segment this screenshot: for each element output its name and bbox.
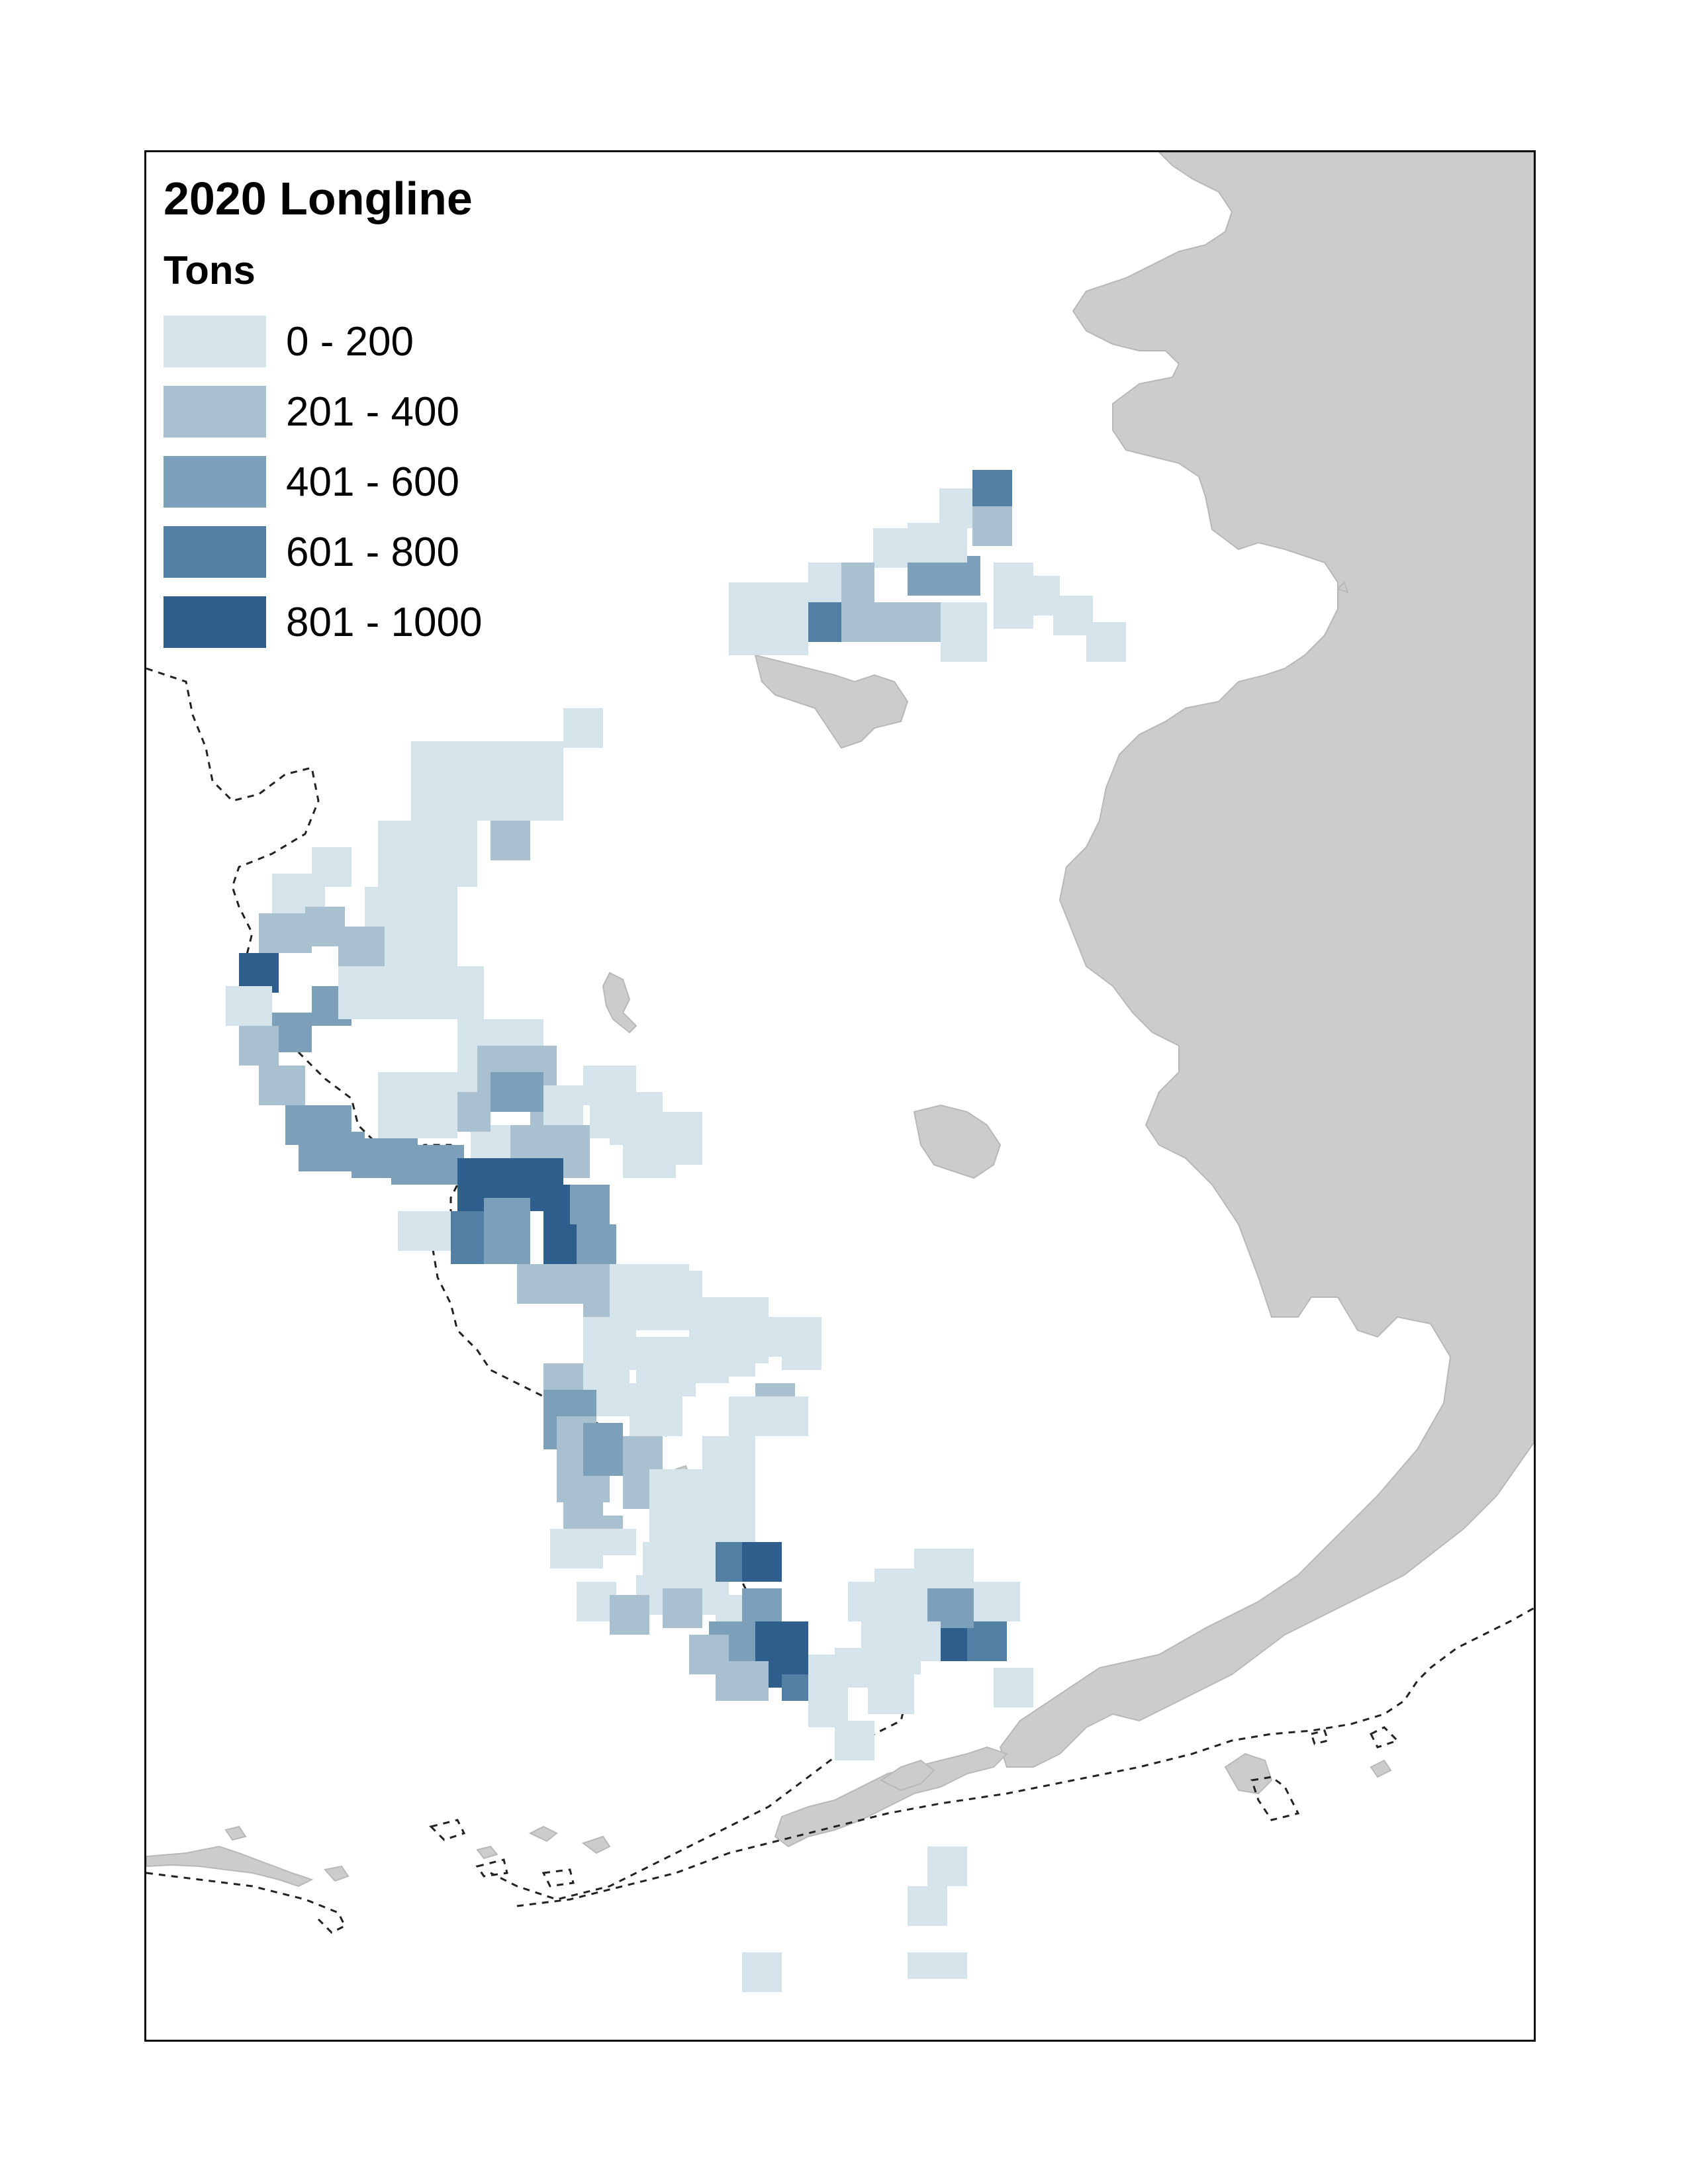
boundary-line-south — [516, 1607, 1534, 1907]
catch-cell — [411, 741, 563, 821]
catch-cell — [702, 1436, 755, 1476]
catch-cell — [259, 1066, 305, 1105]
legend-item: 601 - 800 — [164, 517, 482, 587]
catch-cell — [583, 1317, 636, 1370]
aleutian-west — [146, 1845, 314, 1888]
catch-cell — [398, 1211, 451, 1251]
kodiak-island — [1224, 1752, 1273, 1795]
legend-item: 401 - 600 — [164, 447, 482, 517]
nunivak-island — [913, 1104, 1002, 1179]
catch-cell — [972, 470, 1012, 510]
catch-cell — [577, 1224, 616, 1264]
aleutian-central-3 — [476, 1845, 498, 1860]
legend-item: 201 - 400 — [164, 377, 482, 447]
aleutian-east — [774, 1746, 1008, 1848]
catch-cell — [972, 506, 1012, 546]
st-matthew-island — [602, 972, 637, 1034]
catch-cell — [835, 1721, 874, 1760]
catch-cell — [861, 1621, 921, 1674]
catch-cell — [729, 582, 808, 655]
catch-cell — [941, 602, 987, 662]
catch-cell — [649, 1112, 702, 1165]
catch-cell — [563, 708, 603, 748]
legend-label: 201 - 400 — [286, 388, 459, 435]
catch-cell — [716, 1674, 755, 1701]
boundary-line-main — [146, 667, 909, 1901]
legend-title: Tons — [164, 248, 256, 293]
legend-swatch — [164, 386, 266, 437]
st-lawrence-small — [1336, 581, 1349, 594]
catch-cell — [649, 1502, 755, 1542]
map-canvas — [146, 152, 1534, 1992]
catch-cell — [873, 528, 913, 568]
catch-cell — [808, 602, 841, 642]
legend-item: 801 - 1000 — [164, 587, 482, 657]
catch-cell — [1086, 622, 1126, 662]
catch-cell — [689, 1635, 729, 1674]
aleutian-central-2 — [581, 1835, 611, 1854]
boundary-island-loops — [429, 1726, 1399, 1888]
catch-cell — [868, 602, 941, 642]
catch-cell — [226, 986, 272, 1026]
catch-cell — [570, 1185, 610, 1224]
catch-cell — [378, 821, 477, 887]
catch-cell — [338, 927, 385, 966]
small-islands-sw — [1370, 1759, 1392, 1778]
legend-swatch — [164, 456, 266, 508]
catch-cell — [782, 1317, 821, 1370]
catch-cell — [491, 1072, 543, 1112]
catch-cell — [491, 821, 530, 860]
catch-cell — [927, 1846, 967, 1886]
catch-cell — [868, 1674, 914, 1714]
catch-cell — [583, 1436, 623, 1476]
catch-cell — [908, 1886, 947, 1926]
catch-cell — [908, 523, 967, 563]
map-frame: 2020 Longline Tons 0 - 200 201 - 400 401… — [144, 150, 1536, 2042]
legend-swatch — [164, 526, 266, 578]
alaska-mainland — [999, 152, 1534, 1768]
legend-label: 401 - 600 — [286, 459, 459, 505]
catch-cell — [378, 1072, 457, 1138]
catch-cell — [239, 1026, 279, 1066]
legend: 2020 Longline Tons 0 - 200 201 - 400 401… — [164, 172, 482, 657]
aleutian-central — [528, 1825, 558, 1843]
unimak-island — [880, 1759, 935, 1792]
aleutian-west-2 — [324, 1865, 350, 1882]
catch-cell — [550, 1529, 603, 1569]
aleutian-west-3 — [224, 1825, 247, 1841]
catch-cell — [259, 913, 312, 953]
catch-cell — [338, 966, 484, 1019]
legend-label: 801 - 1000 — [286, 599, 483, 645]
catch-cell — [391, 1145, 464, 1185]
catch-cell — [808, 563, 841, 602]
catch-cell — [630, 1383, 682, 1436]
catch-cell — [994, 1668, 1033, 1707]
maritime-boundary — [146, 667, 1534, 1934]
catch-cell — [543, 1264, 610, 1304]
boundary-line-aleutian — [146, 1872, 347, 1934]
catch-cell — [742, 1952, 782, 1992]
legend-item: 0 - 200 — [164, 306, 482, 377]
catch-cell — [914, 1549, 974, 1588]
map-title: 2020 Longline — [164, 173, 473, 224]
catch-cell — [663, 1588, 702, 1628]
legend-swatch — [164, 316, 266, 367]
catch-cell — [610, 1595, 649, 1635]
catch-cell — [484, 1198, 530, 1264]
catch-cells — [226, 470, 1126, 1992]
st-lawrence-island — [754, 654, 909, 749]
legend-label: 601 - 800 — [286, 529, 459, 575]
legend-label: 0 - 200 — [286, 318, 414, 365]
catch-cell — [980, 1582, 1020, 1621]
catch-cell — [908, 1952, 967, 1979]
legend-swatch — [164, 596, 266, 648]
catch-cell — [769, 1396, 808, 1436]
catch-cell — [742, 1542, 782, 1582]
